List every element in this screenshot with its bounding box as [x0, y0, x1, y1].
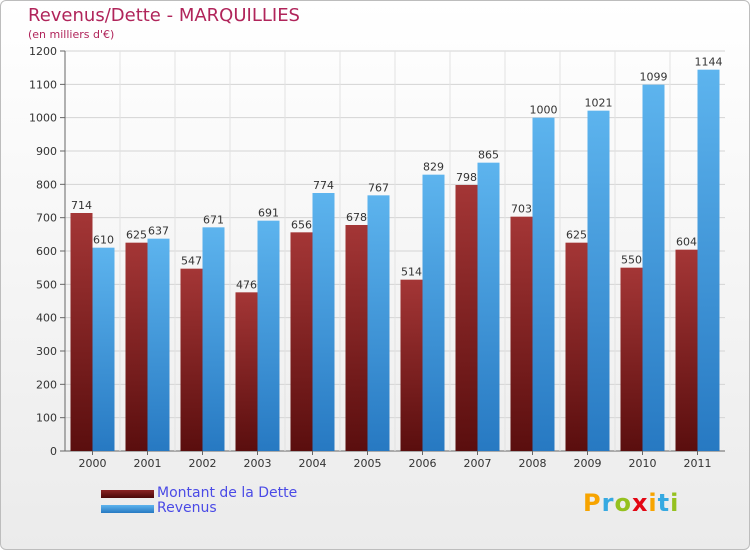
data-label: 714	[71, 199, 92, 212]
data-label: 1144	[695, 56, 723, 69]
logo-letter: i	[648, 489, 658, 517]
x-tick-label: 2004	[299, 457, 327, 470]
x-tick-label: 2002	[189, 457, 217, 470]
data-label: 656	[291, 218, 312, 231]
data-label: 767	[368, 181, 389, 194]
data-label: 625	[566, 229, 587, 242]
y-tick-label: 400	[36, 312, 57, 325]
bar-debt	[455, 185, 478, 451]
data-label: 703	[511, 203, 532, 216]
bar-revenue	[147, 238, 170, 451]
data-label: 610	[93, 234, 114, 247]
bar-debt	[290, 232, 313, 451]
x-tick-label: 2010	[629, 457, 657, 470]
y-tick-label: 300	[36, 345, 57, 358]
x-tick-label: 2006	[409, 457, 437, 470]
data-label: 1000	[530, 104, 558, 117]
chart-title: Revenus/Dette - MARQUILLIES	[28, 5, 300, 26]
legend-swatch-revenue	[101, 505, 154, 513]
bar-debt	[565, 242, 588, 451]
data-label: 604	[676, 236, 697, 249]
logo-letter: x	[631, 489, 649, 517]
bar-debt	[345, 225, 368, 451]
data-label: 865	[478, 149, 499, 162]
x-tick-label: 2003	[244, 457, 272, 470]
data-label: 1099	[640, 71, 668, 84]
data-label: 774	[313, 179, 334, 192]
data-label: 1021	[585, 97, 613, 110]
y-tick-label: 200	[36, 378, 57, 391]
x-tick-label: 2005	[354, 457, 382, 470]
y-tick-label: 0	[50, 445, 57, 458]
data-label: 476	[236, 278, 257, 291]
data-label: 691	[258, 207, 279, 220]
bar-revenue	[532, 117, 555, 452]
bar-debt	[70, 213, 93, 451]
x-tick-label: 2011	[684, 457, 712, 470]
bar-revenue	[312, 193, 335, 451]
y-tick-label: 1000	[29, 112, 57, 125]
x-tick-label: 2008	[519, 457, 547, 470]
bar-debt	[180, 268, 203, 451]
data-label: 625	[126, 229, 147, 242]
bar-revenue	[697, 69, 720, 452]
y-tick-label: 1100	[29, 78, 57, 91]
logo-letter: r	[601, 489, 615, 517]
data-label: 637	[148, 225, 169, 238]
logo-letter: P	[583, 489, 602, 517]
data-label: 829	[423, 161, 444, 174]
bar-revenue	[202, 227, 225, 451]
y-tick-label: 900	[36, 145, 57, 158]
x-tick-label: 2000	[79, 457, 107, 470]
x-tick-label: 2007	[464, 457, 492, 470]
legend-label-debt: Montant de la Dette	[157, 485, 298, 501]
proxiti-logo: Proxiti	[583, 489, 679, 517]
y-tick-label: 700	[36, 212, 57, 225]
bar-debt	[620, 267, 643, 451]
bar-revenue	[587, 110, 610, 452]
data-label: 547	[181, 255, 202, 268]
logo-letter: t	[657, 489, 671, 517]
bar-revenue	[422, 174, 445, 451]
bar-revenue	[367, 195, 390, 451]
data-label: 550	[621, 254, 642, 267]
legend-label-revenue: Revenus	[157, 500, 217, 516]
y-tick-label: 1200	[29, 45, 57, 58]
bar-revenue	[257, 220, 280, 451]
legend-swatch-debt	[101, 490, 154, 498]
bar-debt	[510, 216, 533, 451]
y-tick-label: 600	[36, 245, 57, 258]
data-label: 514	[401, 266, 422, 279]
bar-debt	[235, 292, 258, 451]
bar-debt	[125, 242, 148, 451]
data-label: 798	[456, 171, 477, 184]
logo-letter: i	[670, 489, 680, 517]
bar-revenue	[642, 84, 665, 452]
bar-revenue	[477, 162, 500, 451]
x-tick-label: 2001	[134, 457, 162, 470]
y-tick-label: 100	[36, 412, 57, 425]
logo-letter: o	[614, 489, 632, 517]
data-label: 671	[203, 213, 224, 226]
chart-subtitle: (en milliers d'€)	[28, 28, 115, 41]
bar-debt	[675, 249, 698, 451]
bar-debt	[400, 279, 423, 451]
data-label: 678	[346, 211, 367, 224]
y-tick-label: 800	[36, 178, 57, 191]
y-tick-label: 500	[36, 278, 57, 291]
x-tick-label: 2009	[574, 457, 602, 470]
bar-revenue	[92, 247, 115, 451]
